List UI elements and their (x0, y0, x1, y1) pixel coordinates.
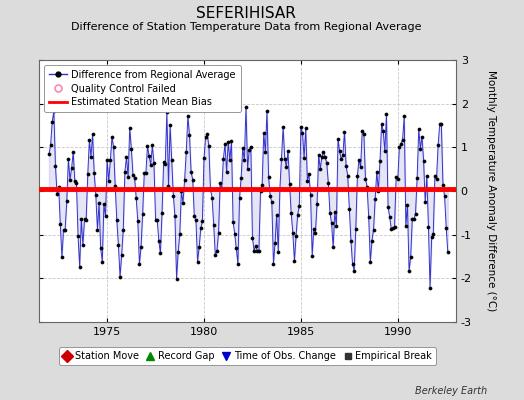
Y-axis label: Monthly Temperature Anomaly Difference (°C): Monthly Temperature Anomaly Difference (… (486, 70, 496, 312)
Text: Berkeley Earth: Berkeley Earth (415, 386, 487, 396)
Legend: Station Move, Record Gap, Time of Obs. Change, Empirical Break: Station Move, Record Gap, Time of Obs. C… (59, 347, 436, 365)
Text: Difference of Station Temperature Data from Regional Average: Difference of Station Temperature Data f… (71, 22, 421, 32)
Text: SEFERIHISAR: SEFERIHISAR (196, 6, 296, 21)
Legend: Difference from Regional Average, Quality Control Failed, Estimated Station Mean: Difference from Regional Average, Qualit… (44, 65, 241, 112)
